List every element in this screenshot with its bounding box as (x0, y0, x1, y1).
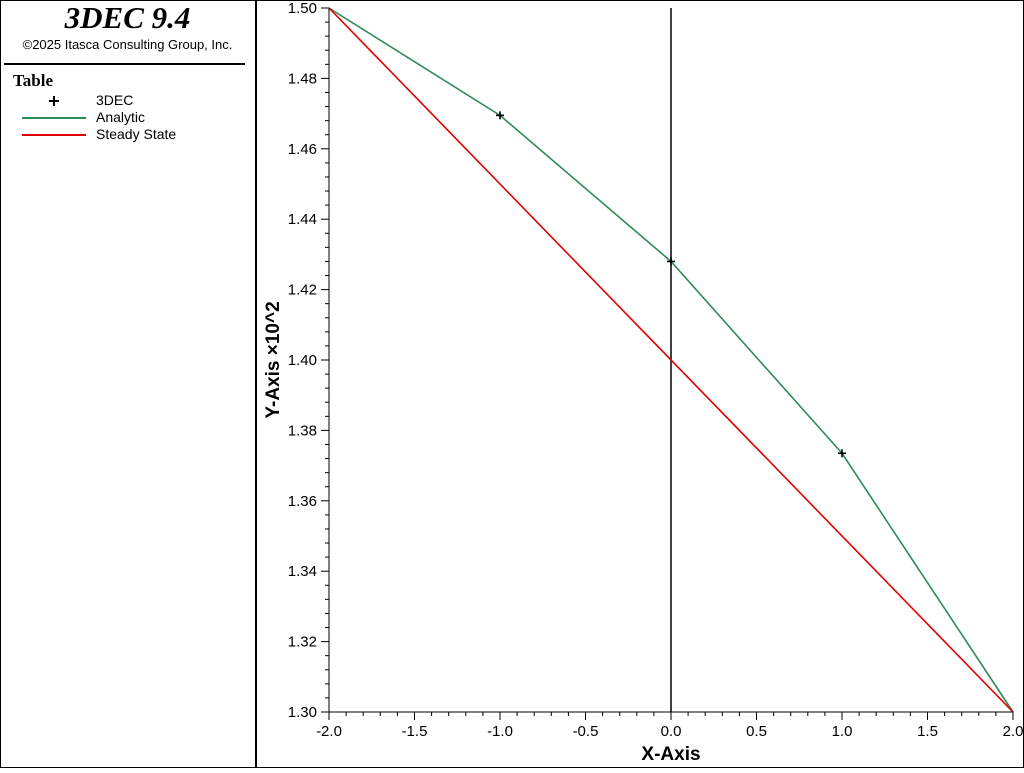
copyright-text: ©2025 Itasca Consulting Group, Inc. (22, 37, 233, 52)
x-tick-label: 1.0 (832, 723, 853, 740)
y-tick-label: 1.46 (288, 141, 317, 158)
x-axis-ticks: -2.0 -1.5 -1.0 -0.5 0.0 0.5 1.0 1.5 2.0 (316, 712, 1023, 740)
x-tick-label: -2.0 (316, 723, 342, 740)
legend-heading: Table (13, 71, 54, 90)
plus-marker-icon (49, 96, 59, 106)
series-3dec-point (667, 257, 675, 266)
line-chart: 1.30 1.32 1.34 1.36 1.38 1.40 1.42 1.44 1.46 1.48… (263, 0, 1023, 765)
legend-panel: 3DEC 9.4 ©2025 Itasca Consulting Group, … (0, 0, 255, 768)
series-steady-state-line (328, 7, 1014, 713)
legend-item-steady-state: Steady State (0, 126, 250, 143)
chart-area: 1.30 1.32 1.34 1.36 1.38 1.40 1.42 1.44 1.46 1.48… (257, 0, 1023, 768)
y-axis-label: Y-Axis ×10^2 (263, 301, 284, 418)
x-tick-label: 2.0 (1003, 723, 1023, 740)
legend-label-analytic: Analytic (96, 109, 146, 125)
legend-item-3dec: 3DEC (0, 92, 250, 109)
legend-label-steady-state: Steady State (96, 126, 177, 142)
x-axis-label: X-Axis (641, 744, 700, 765)
legend-label-3dec: 3DEC (96, 92, 134, 108)
x-tick-label: -0.5 (573, 723, 599, 740)
app-title: 3DEC 9.4 (64, 0, 191, 35)
y-tick-label: 1.48 (288, 70, 317, 87)
series-layer (328, 7, 1014, 713)
line-swatch-icon (22, 134, 86, 136)
y-tick-label: 1.50 (288, 0, 317, 17)
y-tick-label: 1.36 (288, 493, 317, 510)
title-divider (4, 63, 245, 65)
y-tick-label: 1.42 (288, 282, 317, 299)
x-tick-label: 0.5 (746, 723, 767, 740)
y-tick-label: 1.30 (288, 704, 317, 721)
y-tick-label: 1.40 (288, 352, 317, 369)
y-tick-label: 1.44 (288, 211, 317, 228)
y-tick-label: 1.38 (288, 422, 317, 439)
x-tick-label: 0.0 (661, 723, 682, 740)
line-swatch-icon (22, 117, 86, 119)
y-tick-label: 1.32 (288, 634, 317, 651)
series-3dec-point (496, 111, 504, 120)
x-tick-label: -1.5 (402, 723, 428, 740)
legend-item-analytic: Analytic (0, 109, 250, 126)
panel-divider (255, 0, 257, 768)
y-tick-label: 1.34 (288, 563, 317, 580)
x-tick-label: 1.5 (917, 723, 938, 740)
series-3dec-point (838, 449, 846, 458)
y-axis-ticks: 1.30 1.32 1.34 1.36 1.38 1.40 1.42 1.44 1.46 1.48… (288, 0, 329, 721)
x-tick-label: -1.0 (487, 723, 513, 740)
